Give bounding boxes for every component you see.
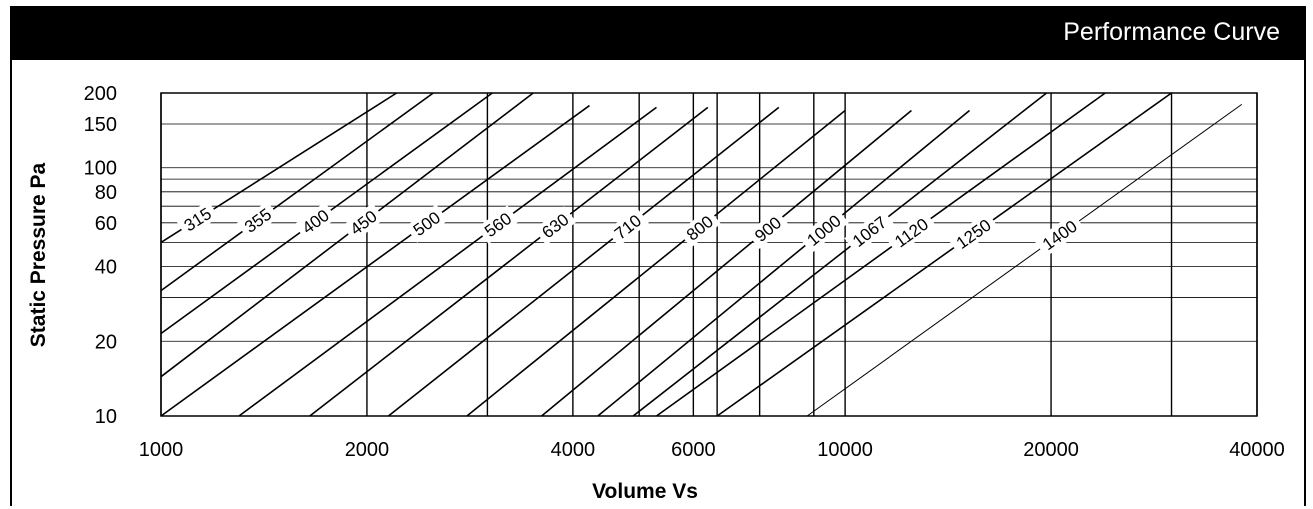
series-line	[309, 106, 709, 417]
title-bar: Performance Curve	[10, 6, 1306, 60]
series-label-background	[176, 200, 219, 238]
series-line	[238, 106, 657, 417]
y-tick-label: 80	[95, 182, 117, 204]
x-tick-label: 10000	[817, 439, 873, 461]
series-line	[806, 103, 1243, 417]
series-label-background	[534, 206, 577, 246]
grid-lines	[160, 92, 1258, 417]
series-line	[597, 109, 971, 417]
series-label-background	[405, 204, 448, 243]
plot-border	[160, 92, 1258, 417]
series-curves	[160, 92, 1243, 417]
series-line	[466, 109, 846, 417]
series-label-background	[798, 207, 849, 254]
series-line	[160, 92, 434, 292]
chart-frame	[10, 6, 1306, 506]
y-tick-label: 10	[95, 406, 117, 428]
series-label-background	[1034, 212, 1085, 258]
series-label-background	[236, 201, 280, 240]
y-tick-label: 150	[84, 114, 117, 136]
series-line	[632, 92, 1048, 417]
series-line	[160, 104, 590, 417]
y-tick-label: 100	[84, 158, 117, 180]
x-tick-label: 4000	[551, 439, 596, 461]
series-label-background	[678, 208, 721, 248]
chart-title: Performance Curve	[1063, 18, 1280, 46]
x-tick-label: 40000	[1229, 439, 1285, 461]
series-label-background	[342, 202, 385, 242]
series-label-background	[746, 209, 789, 249]
series-line	[656, 92, 1106, 417]
series-line	[541, 109, 912, 417]
y-tick-label: 200	[84, 83, 117, 105]
series-label-background	[885, 210, 937, 255]
x-axis-label: Volume Vs	[592, 480, 698, 503]
x-tick-label: 2000	[345, 439, 390, 461]
series-label-background	[606, 207, 649, 247]
x-tick-label: 1000	[139, 439, 184, 461]
series-line	[160, 92, 534, 378]
series-labels: 315 355 400 450 500 560 630 710 800 900 1000 1067 11…	[176, 200, 1085, 258]
y-tick-label: 20	[95, 331, 117, 353]
y-tick-label: 40	[95, 257, 117, 279]
y-tick-label: 60	[95, 213, 117, 235]
x-tick-label: 20000	[1023, 439, 1079, 461]
series-label-background	[844, 208, 895, 255]
x-tick-label: 6000	[671, 439, 716, 461]
series-label-background	[948, 211, 999, 256]
x-tick-labels: 1000 2000 4000 6000 10000 20000 40000	[139, 439, 1285, 461]
y-axis-label: Static Pressure Pa	[27, 162, 50, 347]
series-line	[716, 92, 1172, 417]
series-label-background	[294, 202, 337, 241]
series-line	[387, 106, 780, 417]
series-label-background	[476, 205, 520, 244]
